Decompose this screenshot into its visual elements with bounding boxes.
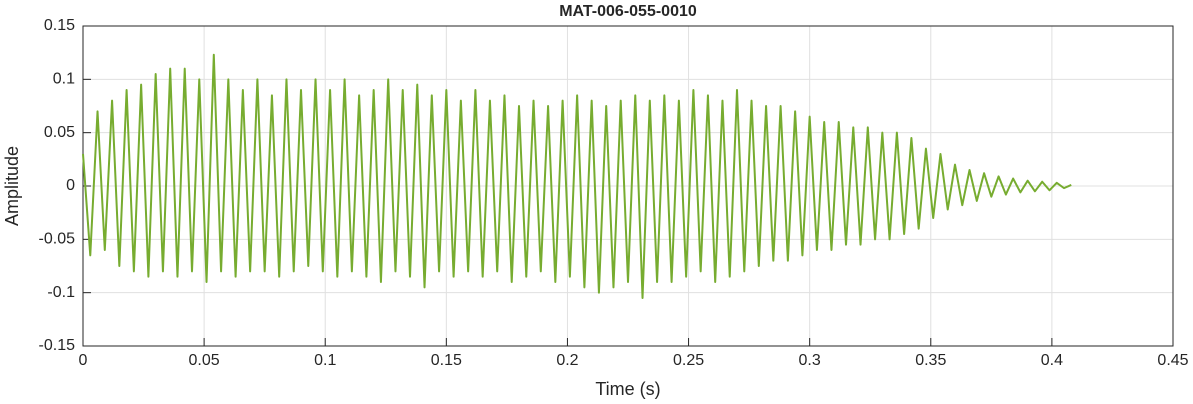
- y-axis-label: Amplitude: [2, 146, 22, 226]
- x-tick-label: 0.3: [799, 352, 821, 369]
- y-tick-label: 0.1: [53, 71, 75, 88]
- x-tick-label: 0.4: [1041, 352, 1063, 369]
- x-tick-label: 0.35: [915, 352, 946, 369]
- x-tick-label: 0.05: [189, 352, 220, 369]
- x-tick-label: 0.25: [673, 352, 704, 369]
- x-tick-label: 0.15: [431, 352, 462, 369]
- chart-title: MAT-006-055-0010: [559, 3, 697, 20]
- y-tick-label: 0: [66, 177, 75, 194]
- x-tick-label: 0.45: [1157, 352, 1188, 369]
- y-tick-label: -0.1: [47, 284, 75, 301]
- y-tick-label: 0.05: [44, 124, 75, 141]
- x-axis-label: Time (s): [595, 379, 660, 399]
- y-tick-label: 0.15: [44, 17, 75, 34]
- y-tick-label: -0.15: [39, 337, 76, 354]
- y-tick-label: -0.05: [39, 231, 76, 248]
- waveform-line: [82, 53, 1072, 299]
- x-tick-label: 0.2: [556, 352, 578, 369]
- x-tick-label: 0.1: [314, 352, 336, 369]
- x-tick-label: 0: [79, 352, 88, 369]
- axes-box: [82, 25, 1174, 347]
